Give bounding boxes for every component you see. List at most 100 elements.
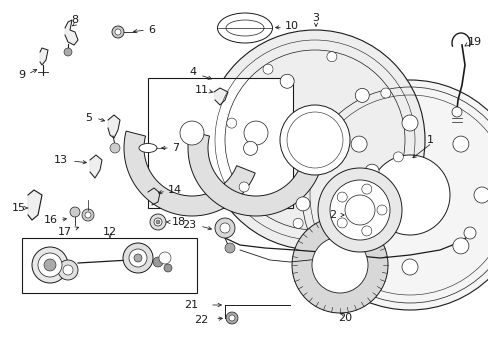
Polygon shape bbox=[65, 20, 78, 45]
Circle shape bbox=[244, 121, 267, 145]
Circle shape bbox=[294, 80, 488, 310]
Circle shape bbox=[451, 107, 461, 117]
Circle shape bbox=[58, 260, 78, 280]
Circle shape bbox=[452, 238, 468, 254]
Circle shape bbox=[376, 205, 386, 215]
Circle shape bbox=[350, 136, 366, 152]
Circle shape bbox=[365, 164, 378, 178]
Circle shape bbox=[463, 227, 475, 239]
Circle shape bbox=[317, 168, 401, 252]
Text: 16: 16 bbox=[44, 215, 58, 225]
Text: 19: 19 bbox=[467, 37, 481, 47]
Circle shape bbox=[401, 115, 417, 131]
Circle shape bbox=[226, 118, 236, 128]
Circle shape bbox=[159, 252, 171, 264]
Text: 17: 17 bbox=[58, 227, 72, 237]
Circle shape bbox=[361, 184, 371, 194]
Text: 9: 9 bbox=[19, 70, 25, 80]
Circle shape bbox=[85, 212, 91, 218]
Text: 14: 14 bbox=[168, 185, 182, 195]
Circle shape bbox=[163, 264, 172, 272]
Circle shape bbox=[350, 238, 366, 254]
Text: 4: 4 bbox=[189, 67, 196, 77]
Circle shape bbox=[129, 249, 147, 267]
Circle shape bbox=[44, 259, 56, 271]
Polygon shape bbox=[90, 155, 102, 178]
Circle shape bbox=[452, 136, 468, 152]
Circle shape bbox=[291, 217, 387, 313]
Circle shape bbox=[345, 195, 374, 225]
Circle shape bbox=[150, 214, 165, 230]
Circle shape bbox=[329, 187, 346, 203]
Circle shape bbox=[280, 74, 294, 88]
Circle shape bbox=[70, 207, 80, 217]
Text: 11: 11 bbox=[195, 85, 208, 95]
Circle shape bbox=[337, 192, 346, 202]
Text: 20: 20 bbox=[337, 313, 351, 323]
Ellipse shape bbox=[225, 20, 264, 36]
Text: 22: 22 bbox=[193, 315, 207, 325]
Circle shape bbox=[263, 64, 272, 74]
Circle shape bbox=[215, 218, 235, 238]
Polygon shape bbox=[214, 88, 227, 105]
Text: 5: 5 bbox=[85, 113, 92, 123]
Circle shape bbox=[64, 48, 72, 56]
Circle shape bbox=[311, 237, 367, 293]
Circle shape bbox=[154, 218, 162, 226]
Text: 1: 1 bbox=[426, 135, 433, 145]
Polygon shape bbox=[148, 188, 160, 205]
Circle shape bbox=[228, 315, 235, 321]
Circle shape bbox=[112, 26, 124, 38]
Circle shape bbox=[243, 141, 257, 155]
Polygon shape bbox=[108, 115, 120, 138]
Circle shape bbox=[82, 209, 94, 221]
Circle shape bbox=[224, 243, 235, 253]
Text: 2: 2 bbox=[328, 210, 335, 220]
Text: 12: 12 bbox=[103, 227, 117, 237]
Text: 23: 23 bbox=[182, 220, 196, 230]
Circle shape bbox=[239, 182, 249, 192]
Circle shape bbox=[204, 30, 424, 250]
Circle shape bbox=[220, 223, 229, 233]
Circle shape bbox=[355, 88, 368, 102]
Circle shape bbox=[369, 155, 449, 235]
Circle shape bbox=[32, 247, 68, 283]
Circle shape bbox=[295, 197, 309, 211]
Circle shape bbox=[361, 226, 371, 236]
Text: 7: 7 bbox=[172, 143, 179, 153]
Circle shape bbox=[225, 312, 238, 324]
Circle shape bbox=[401, 259, 417, 275]
Circle shape bbox=[292, 218, 303, 228]
Circle shape bbox=[337, 218, 346, 228]
Polygon shape bbox=[187, 131, 319, 216]
Text: 15: 15 bbox=[12, 203, 26, 213]
Bar bbox=[22, 238, 197, 293]
Circle shape bbox=[329, 180, 389, 240]
Circle shape bbox=[110, 143, 120, 153]
Circle shape bbox=[380, 88, 390, 98]
Text: 18: 18 bbox=[172, 217, 186, 227]
Polygon shape bbox=[28, 190, 42, 220]
Text: 3: 3 bbox=[312, 13, 319, 23]
Circle shape bbox=[38, 253, 62, 277]
Circle shape bbox=[392, 152, 403, 162]
Ellipse shape bbox=[217, 13, 272, 43]
Polygon shape bbox=[40, 48, 48, 65]
Circle shape bbox=[134, 254, 142, 262]
Ellipse shape bbox=[139, 144, 157, 153]
Circle shape bbox=[123, 243, 153, 273]
Text: 10: 10 bbox=[285, 21, 298, 31]
Circle shape bbox=[115, 29, 121, 35]
Circle shape bbox=[63, 265, 73, 275]
Circle shape bbox=[473, 187, 488, 203]
Circle shape bbox=[156, 220, 160, 224]
Circle shape bbox=[280, 105, 349, 175]
Circle shape bbox=[153, 257, 163, 267]
Text: 8: 8 bbox=[71, 15, 79, 25]
Circle shape bbox=[356, 206, 366, 216]
Text: 13: 13 bbox=[54, 155, 68, 165]
Text: 21: 21 bbox=[183, 300, 198, 310]
Text: 6: 6 bbox=[148, 25, 155, 35]
Polygon shape bbox=[124, 131, 255, 216]
Circle shape bbox=[326, 52, 336, 62]
